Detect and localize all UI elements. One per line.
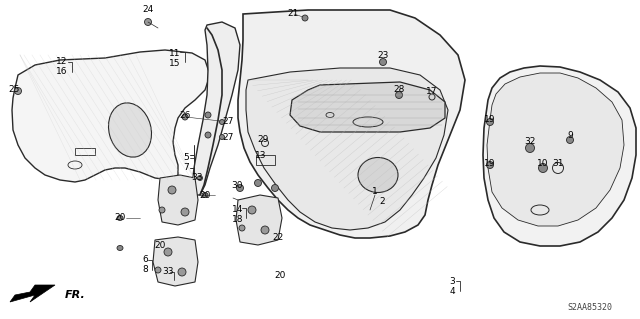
Ellipse shape xyxy=(255,180,262,187)
Ellipse shape xyxy=(358,158,398,192)
Text: 3: 3 xyxy=(449,277,455,286)
Ellipse shape xyxy=(109,103,152,157)
Text: 16: 16 xyxy=(56,68,68,77)
Ellipse shape xyxy=(396,92,403,99)
Text: 29: 29 xyxy=(257,136,269,145)
Ellipse shape xyxy=(205,112,211,118)
Ellipse shape xyxy=(181,208,189,216)
Polygon shape xyxy=(483,66,636,246)
Ellipse shape xyxy=(198,175,202,181)
Text: 9: 9 xyxy=(567,130,573,139)
Ellipse shape xyxy=(202,192,208,197)
Ellipse shape xyxy=(178,268,186,276)
Ellipse shape xyxy=(538,164,547,173)
Polygon shape xyxy=(290,82,445,132)
Ellipse shape xyxy=(220,135,225,139)
Text: 8: 8 xyxy=(142,265,148,275)
Ellipse shape xyxy=(155,267,161,273)
Polygon shape xyxy=(487,73,624,226)
Text: 20: 20 xyxy=(199,191,211,201)
Ellipse shape xyxy=(261,226,269,234)
Polygon shape xyxy=(153,237,198,286)
Text: 7: 7 xyxy=(183,164,189,173)
Text: 11: 11 xyxy=(169,48,180,57)
Text: 31: 31 xyxy=(552,159,564,167)
Text: 14: 14 xyxy=(232,204,244,213)
Ellipse shape xyxy=(380,58,387,65)
Ellipse shape xyxy=(486,118,493,125)
Text: 15: 15 xyxy=(169,58,180,68)
Ellipse shape xyxy=(159,207,165,213)
Polygon shape xyxy=(158,175,198,225)
Text: 33: 33 xyxy=(163,268,173,277)
Text: 1: 1 xyxy=(372,188,378,197)
Text: 20: 20 xyxy=(154,241,166,249)
Ellipse shape xyxy=(271,184,278,191)
Polygon shape xyxy=(236,195,282,245)
Text: 6: 6 xyxy=(142,256,148,264)
Text: 4: 4 xyxy=(449,286,455,295)
Text: 13: 13 xyxy=(255,151,267,160)
Text: 25: 25 xyxy=(8,85,20,94)
Polygon shape xyxy=(12,50,210,182)
Ellipse shape xyxy=(237,184,243,191)
Ellipse shape xyxy=(566,137,573,144)
Text: 33: 33 xyxy=(191,173,203,182)
Ellipse shape xyxy=(205,132,211,138)
Ellipse shape xyxy=(117,216,123,220)
Text: 12: 12 xyxy=(56,57,68,66)
Ellipse shape xyxy=(117,246,123,250)
Text: S2AA85320: S2AA85320 xyxy=(568,303,612,313)
Text: 30: 30 xyxy=(231,181,243,189)
Text: 28: 28 xyxy=(394,85,404,93)
Text: 26: 26 xyxy=(179,110,191,120)
Polygon shape xyxy=(192,22,240,195)
Text: 27: 27 xyxy=(222,116,234,125)
Text: 20: 20 xyxy=(115,213,125,222)
Polygon shape xyxy=(10,285,55,302)
Ellipse shape xyxy=(525,144,534,152)
Ellipse shape xyxy=(182,114,188,120)
Text: 20: 20 xyxy=(275,271,285,279)
Ellipse shape xyxy=(302,15,308,21)
Ellipse shape xyxy=(164,248,172,256)
Text: 19: 19 xyxy=(484,115,496,124)
Ellipse shape xyxy=(15,87,22,94)
Text: 22: 22 xyxy=(273,234,284,242)
Text: 18: 18 xyxy=(232,214,244,224)
Ellipse shape xyxy=(145,19,152,26)
Text: 23: 23 xyxy=(378,50,388,60)
Text: 24: 24 xyxy=(142,5,154,14)
Text: 5: 5 xyxy=(183,153,189,162)
Ellipse shape xyxy=(220,120,225,124)
Ellipse shape xyxy=(486,161,493,168)
Text: FR.: FR. xyxy=(65,290,86,300)
Text: 17: 17 xyxy=(426,86,438,95)
Ellipse shape xyxy=(248,206,256,214)
Text: 19: 19 xyxy=(484,159,496,167)
Text: 2: 2 xyxy=(379,197,385,206)
Text: 32: 32 xyxy=(524,137,536,145)
Ellipse shape xyxy=(239,225,245,231)
Ellipse shape xyxy=(168,186,176,194)
Polygon shape xyxy=(238,10,465,238)
Text: 10: 10 xyxy=(537,159,548,167)
Text: 21: 21 xyxy=(287,10,299,19)
Text: 27: 27 xyxy=(222,132,234,142)
Polygon shape xyxy=(246,68,448,230)
